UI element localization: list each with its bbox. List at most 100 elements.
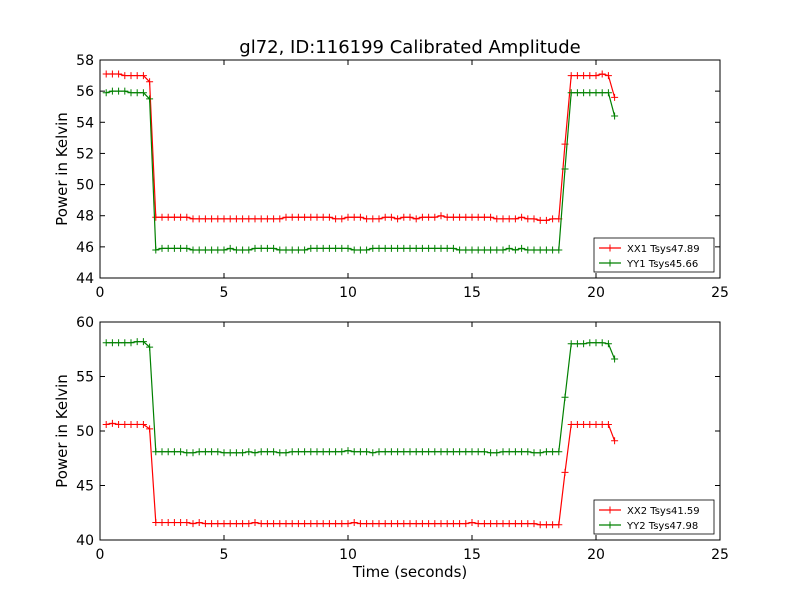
data-point [239, 520, 247, 528]
y-axis-label: Power in Kelvin [53, 374, 71, 488]
y-tick-label: 60 [76, 315, 94, 331]
data-point [400, 520, 408, 528]
data-point [195, 519, 203, 527]
data-point [146, 78, 154, 86]
legend-marker [606, 259, 614, 267]
data-point [232, 246, 240, 254]
data-point [406, 448, 414, 456]
data-point [108, 87, 116, 95]
data-point [387, 244, 395, 252]
data-point [449, 213, 457, 221]
data-point [239, 449, 247, 457]
data-point [170, 213, 178, 221]
y-tick-label: 40 [76, 533, 94, 549]
data-point [449, 520, 457, 528]
data-point [115, 70, 123, 78]
data-point [387, 213, 395, 221]
legend-label: YY1 Tsys45.66 [626, 259, 698, 270]
data-point [505, 244, 513, 252]
data-point [443, 213, 451, 221]
data-point [524, 448, 532, 456]
data-point [257, 244, 265, 252]
data-point [319, 448, 327, 456]
x-tick-label: 5 [220, 285, 229, 301]
data-point [449, 448, 457, 456]
data-point [561, 393, 569, 401]
data-point [245, 215, 253, 223]
data-point [288, 520, 296, 528]
data-point [381, 213, 389, 221]
bottom-panel: 0 5 10 15 20 25 40 45 50 55 60 Power in Kelvin XX2 T… [53, 315, 729, 563]
data-point [487, 520, 495, 528]
data-point [164, 448, 172, 456]
data-point [139, 72, 147, 80]
data-point [530, 246, 538, 254]
data-point [604, 340, 612, 348]
data-point [511, 448, 519, 456]
data-point [133, 338, 141, 346]
data-point [542, 216, 550, 224]
data-point [189, 215, 197, 223]
data-point [325, 244, 333, 252]
data-point [592, 420, 600, 428]
data-point [511, 246, 519, 254]
legend-marker [606, 244, 614, 252]
data-point [480, 520, 488, 528]
data-point [530, 215, 538, 223]
data-point [524, 246, 532, 254]
data-point [580, 340, 588, 348]
data-point [505, 448, 513, 456]
data-point [418, 520, 426, 528]
legend-label: XX1 Tsys47.89 [627, 244, 700, 255]
data-point [437, 520, 445, 528]
data-point [462, 448, 470, 456]
x-tick-label: 15 [463, 547, 481, 563]
data-point [201, 215, 209, 223]
legend: XX2 Tsys41.59 YY2 Tsys47.98 [593, 499, 715, 535]
data-point [257, 448, 265, 456]
data-point [604, 89, 612, 97]
data-point [456, 213, 464, 221]
data-point [270, 215, 278, 223]
data-point [363, 215, 371, 223]
data-point [102, 420, 110, 428]
data-point [245, 246, 253, 254]
data-point [301, 448, 309, 456]
data-point [586, 420, 594, 428]
data-point [319, 520, 327, 528]
x-tick-label: 20 [587, 285, 605, 301]
y-tick-label: 58 [76, 53, 94, 69]
data-point [555, 246, 563, 254]
data-point [536, 216, 544, 224]
data-point [294, 213, 302, 221]
top-panel: 0 5 10 15 20 25 44 46 48 50 52 54 56 58 Power in Kelvi… [53, 53, 729, 301]
data-point [350, 519, 358, 527]
data-point [214, 215, 222, 223]
data-point [332, 244, 340, 252]
data-point [189, 449, 197, 457]
data-point [276, 520, 284, 528]
data-point [425, 244, 433, 252]
data-point [555, 448, 563, 456]
data-point [195, 246, 203, 254]
data-point [133, 420, 141, 428]
data-point [164, 244, 172, 252]
data-point [592, 72, 600, 80]
data-point [251, 519, 259, 527]
data-point [468, 246, 476, 254]
data-point [549, 215, 557, 223]
data-point [363, 246, 371, 254]
data-point [381, 520, 389, 528]
data-point [511, 215, 519, 223]
data-point [263, 244, 271, 252]
data-point [226, 244, 234, 252]
data-point [493, 520, 501, 528]
data-point [542, 448, 550, 456]
data-point [381, 244, 389, 252]
y-axis-label: Power in Kelvin [53, 112, 71, 226]
data-point [208, 448, 216, 456]
x-tick-label: 0 [96, 285, 105, 301]
x-tick-label: 25 [711, 547, 729, 563]
data-point [437, 212, 445, 220]
data-point [195, 448, 203, 456]
